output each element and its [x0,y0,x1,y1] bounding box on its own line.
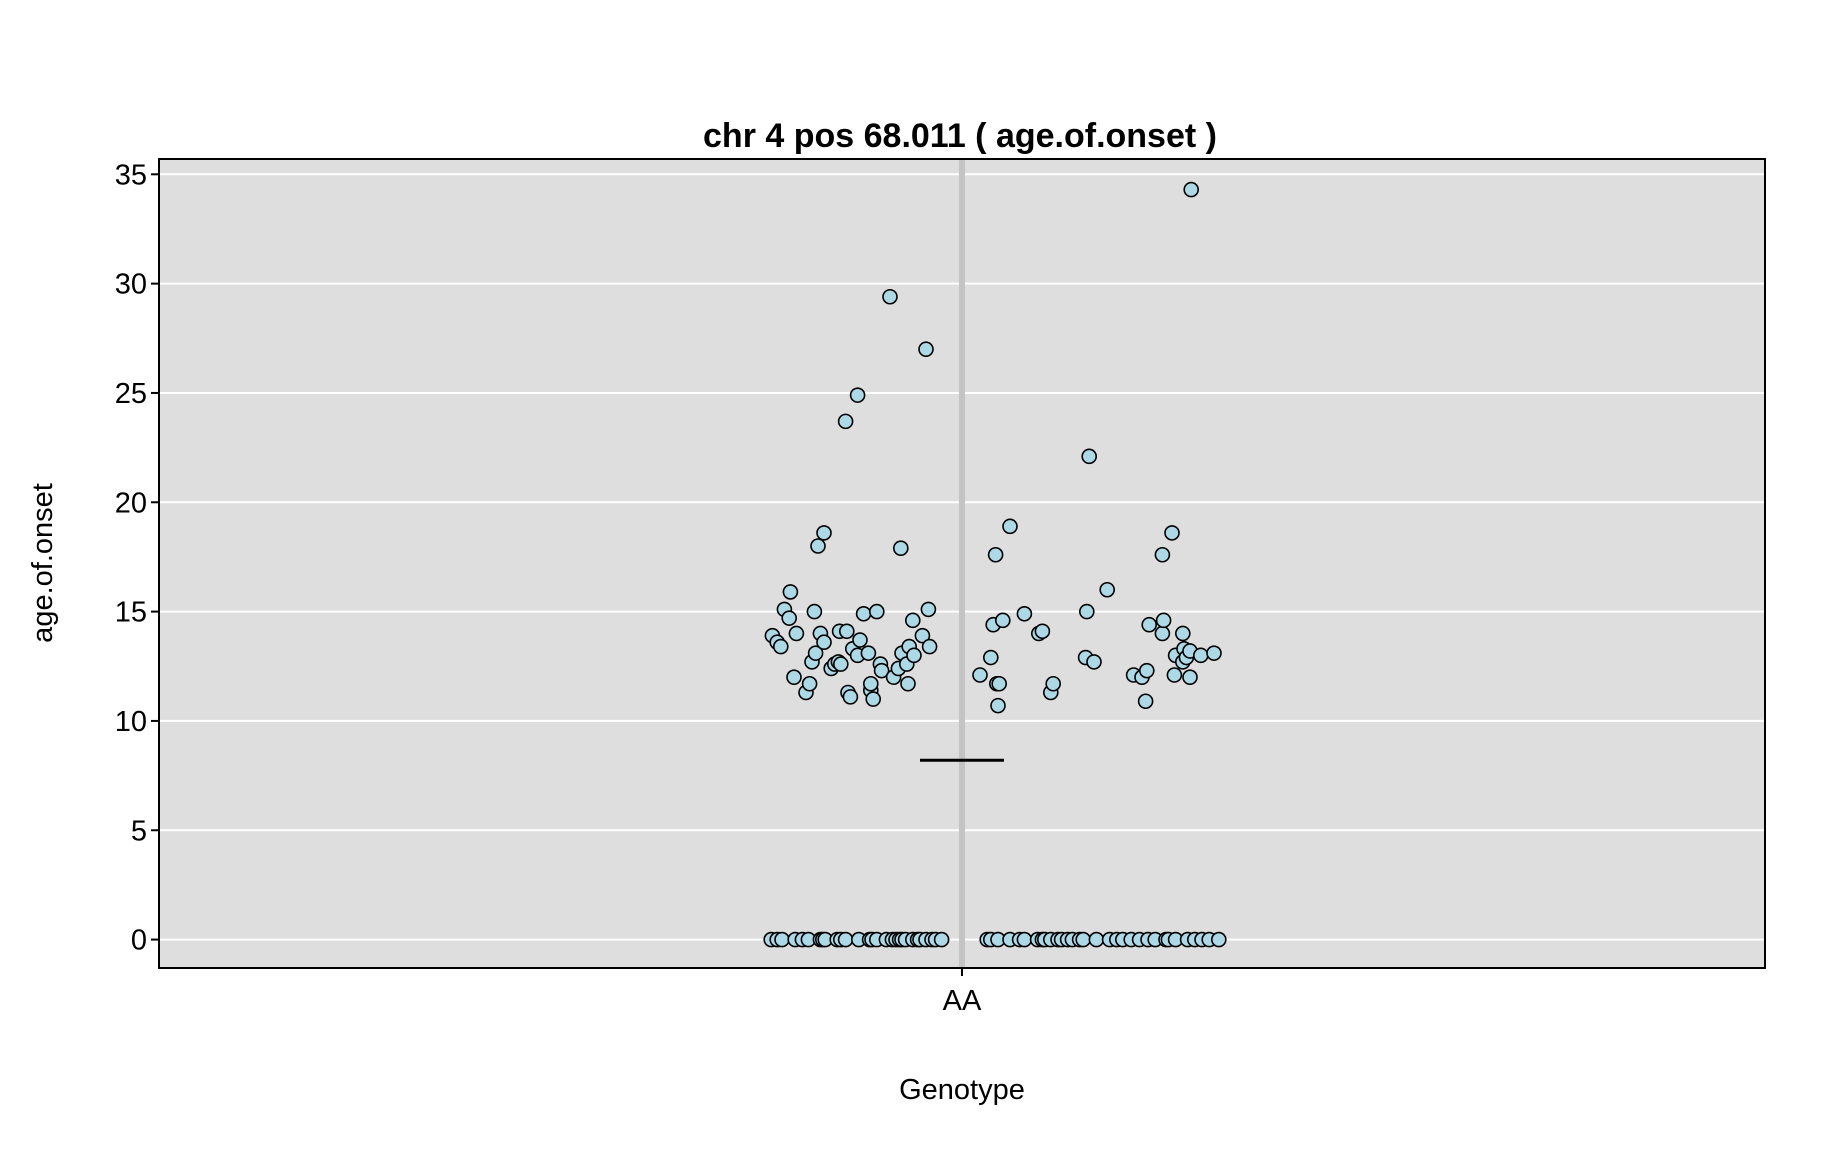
data-point [810,538,826,554]
data-point [1164,525,1180,541]
data-point [900,675,916,692]
y-tick-label: 35 [115,159,147,191]
data-point [849,387,866,403]
x-axis: AA [943,968,982,1017]
data-point [774,931,790,948]
data-point [1206,645,1222,661]
y-tick-label: 10 [115,706,147,738]
data-point [1088,931,1105,948]
plot-border [158,158,1766,969]
data-point [1182,669,1198,685]
data-point [1139,662,1155,679]
data-point [862,675,879,692]
data-point [1154,625,1171,642]
y-tick-label: 0 [131,925,147,957]
data-point [1016,605,1033,622]
data-point [873,662,890,679]
data-point [987,546,1004,563]
data-point [832,656,849,672]
data-point [904,612,921,629]
data-point [837,413,854,430]
data-point [1045,675,1061,692]
data-point [1175,625,1191,642]
x-tick-label: AA [943,985,982,1017]
data-point [1211,931,1227,948]
data-point [991,675,1008,692]
data-point [906,647,922,664]
data-point [838,623,855,640]
data-point [1034,623,1051,640]
data-point [1099,581,1115,598]
data-point [1183,181,1199,198]
data-point [852,632,868,648]
data-point [860,645,877,661]
data-point [882,288,898,305]
data-point [788,625,805,642]
data-point [972,667,988,683]
y-axis-label: age.of.onset [27,483,59,643]
data-point [921,638,938,655]
data-point [918,341,934,358]
data-point [1079,603,1095,620]
data-point [1137,693,1154,710]
data-point [1002,518,1018,535]
data-point [816,525,832,541]
data-point [892,540,909,556]
y-tick-label: 20 [115,487,147,519]
data-point [842,689,859,705]
data-point [933,931,950,948]
data-point [920,601,937,618]
data-point [781,610,798,626]
data-point [772,638,789,655]
data-point [801,675,818,692]
data-point [806,603,823,620]
y-tick-label: 30 [115,269,147,301]
data-point [782,584,799,600]
y-axis: 0 5 10 15 20 25 30 35 [115,159,159,957]
data-point [990,697,1006,714]
data-point [914,627,931,644]
data-point [807,645,824,661]
data-point [1193,647,1209,664]
data-point [982,649,999,666]
data-point [786,669,802,685]
data-point [1016,931,1033,948]
y-tick-label: 25 [115,378,147,410]
data-point [1155,612,1172,629]
data-point [1086,654,1102,670]
data-point [837,931,854,948]
data-point [868,603,885,620]
data-point [1166,667,1183,683]
chart-title: chr 4 pos 68.011 ( age.of.onset ) [703,117,1217,155]
data-points [763,181,1227,948]
x-axis-label: Genotype [899,1074,1025,1106]
data-point [1075,931,1091,948]
data-point [816,634,832,651]
y-tick-label: 5 [131,815,147,847]
data-point [1141,616,1157,633]
data-point [855,605,872,622]
data-point [994,612,1011,629]
data-point [1154,546,1171,563]
data-point [865,691,882,707]
y-tick-label: 15 [115,597,147,629]
data-point [1081,448,1097,465]
